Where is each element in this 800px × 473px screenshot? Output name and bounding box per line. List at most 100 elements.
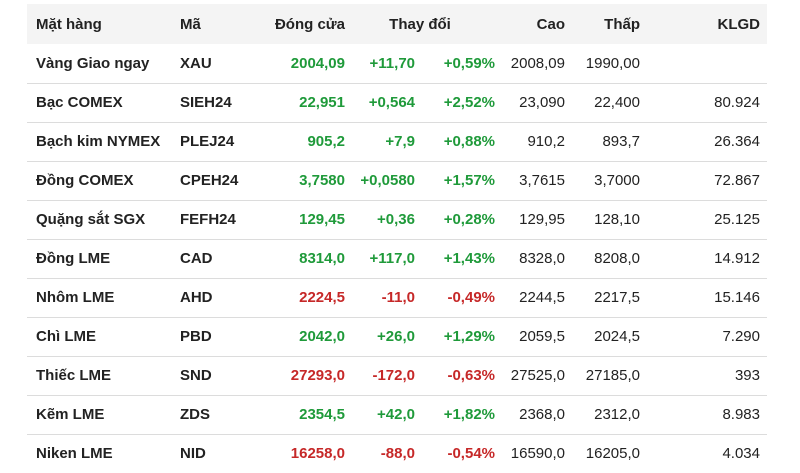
cell-volume: 80.924 (714, 94, 760, 111)
commodity-price-table: Mặt hàng Mã Đóng cửa Thay đổi Cao Thấp K… (27, 4, 767, 473)
cell-low: 2312,0 (594, 406, 640, 423)
cell-high: 27525,0 (510, 367, 565, 384)
cell-volume: 8.983 (722, 406, 760, 423)
header-change: Thay đổi (389, 15, 451, 33)
cell-close: 2224,5 (299, 289, 345, 306)
cell-close: 2004,09 (290, 54, 345, 72)
cell-volume: 15.146 (714, 289, 760, 306)
header-code: Mã (180, 15, 201, 33)
cell-volume: 26.364 (714, 133, 760, 150)
cell-change-percent: +1,57% (443, 172, 495, 189)
cell-name: Bạch kim NYMEX (36, 133, 161, 150)
cell-close: 8314,0 (299, 250, 345, 267)
cell-volume: 72.867 (714, 172, 760, 189)
cell-change: -11,0 (381, 289, 415, 306)
cell-high: 910,2 (527, 133, 565, 150)
cell-high: 23,090 (519, 94, 565, 111)
cell-change: +26,0 (377, 328, 415, 345)
cell-low: 2024,5 (594, 328, 640, 345)
cell-volume (640, 44, 767, 83)
cell-change-percent: +2,52% (443, 94, 495, 111)
cell-change: -172,0 (372, 367, 415, 384)
cell-code: CPEH24 (180, 172, 239, 189)
cell-name: Nhôm LME (36, 289, 115, 306)
header-high: Cao (536, 15, 565, 33)
table-row: Đồng LME CAD 8314,0 +117,0 +1,43% 8328,0 8208,… (27, 239, 767, 278)
cell-volume: 4.034 (722, 445, 760, 463)
cell-change-percent: -0,49% (447, 289, 495, 306)
table-header: Mặt hàng Mã Đóng cửa Thay đổi Cao Thấp K… (27, 4, 767, 44)
cell-close: 905,2 (307, 133, 345, 150)
header-name: Mặt hàng (36, 15, 102, 33)
cell-change-percent: +0,28% (443, 211, 495, 228)
cell-change-percent: -0,63% (447, 367, 495, 384)
table-row: Bạch kim NYMEX PLEJ24 905,2 +7,9 +0,88% 910,2… (27, 122, 767, 161)
cell-high: 2368,0 (519, 406, 565, 423)
cell-low: 16205,0 (585, 445, 640, 463)
cell-volume: 7.290 (722, 328, 760, 345)
cell-high: 129,95 (519, 211, 565, 228)
cell-volume: 14.912 (714, 250, 760, 267)
cell-code: PBD (180, 328, 212, 345)
cell-high: 2244,5 (519, 289, 565, 306)
cell-change: +0,0580 (360, 172, 415, 189)
table-row: Vàng Giao ngay XAU 2004,09 +11,70 +0,59% 2008… (27, 44, 767, 83)
cell-name: Chì LME (36, 328, 96, 345)
cell-change-percent: -0,54% (447, 445, 495, 463)
cell-close: 2354,5 (299, 406, 345, 423)
cell-close: 2042,0 (299, 328, 345, 345)
table-row: Quặng sắt SGX FEFH24 129,45 +0,36 +0,28% 129,… (27, 200, 767, 239)
cell-code: SIEH24 (180, 94, 232, 111)
cell-code: AHD (180, 289, 213, 306)
cell-close: 22,951 (299, 94, 345, 111)
table-body: Vàng Giao ngay XAU 2004,09 +11,70 +0,59% 2008… (27, 44, 767, 473)
cell-high: 16590,0 (510, 445, 565, 463)
cell-low: 22,400 (594, 94, 640, 111)
cell-volume: 25.125 (714, 211, 760, 228)
cell-close: 129,45 (299, 211, 345, 228)
cell-change-percent: +1,29% (443, 328, 495, 345)
cell-low: 2217,5 (594, 289, 640, 306)
cell-volume: 393 (734, 367, 760, 384)
table-row: Đồng COMEX CPEH24 3,7580 +0,0580 +1,57% 3,761… (27, 161, 767, 200)
cell-close: 27293,0 (290, 367, 345, 384)
cell-close: 3,7580 (299, 172, 345, 189)
header-row: Mặt hàng Mã Đóng cửa Thay đổi Cao Thấp K… (27, 4, 767, 44)
cell-name: Bạc COMEX (36, 94, 123, 111)
cell-close: 16258,0 (290, 445, 345, 463)
cell-change: +0,36 (377, 211, 415, 228)
cell-high: 3,7615 (519, 172, 565, 189)
cell-code: SND (180, 367, 212, 384)
header-low: Thấp (604, 15, 640, 33)
header-close: Đóng cửa (274, 15, 345, 33)
cell-name: Quặng sắt SGX (36, 211, 146, 228)
cell-change: +11,70 (369, 54, 415, 72)
cell-code: FEFH24 (180, 211, 236, 228)
cell-change: +0,564 (368, 94, 415, 111)
cell-low: 27185,0 (585, 367, 640, 384)
cell-name: Kẽm LME (36, 406, 105, 423)
cell-name: Đồng LME (36, 250, 111, 267)
table-row: Thiếc LME SND 27293,0 -172,0 -0,63% 27525,0 27… (27, 356, 767, 395)
cell-change: -88,0 (380, 445, 415, 463)
table-row: Nhôm LME AHD 2224,5 -11,0 -0,49% 2244,5 2217,5… (27, 278, 767, 317)
cell-high: 2008,09 (510, 54, 565, 72)
table-row: Niken LME NID 16258,0 -88,0 -0,54% 16590,0 162… (27, 434, 767, 473)
cell-code: PLEJ24 (180, 133, 235, 150)
cell-code: XAU (180, 54, 212, 72)
table-row: Bạc COMEX SIEH24 22,951 +0,564 +2,52% 23,090 2… (27, 83, 767, 122)
cell-low: 128,10 (594, 211, 640, 228)
cell-change-percent: +1,82% (443, 406, 495, 423)
cell-code: CAD (180, 250, 213, 267)
cell-change: +42,0 (377, 406, 415, 423)
cell-change-percent: +0,88% (443, 133, 495, 150)
cell-low: 1990,00 (585, 54, 640, 72)
cell-code: NID (180, 445, 206, 463)
cell-name: Thiếc LME (36, 367, 112, 384)
cell-change-percent: +1,43% (443, 250, 495, 267)
cell-high: 8328,0 (519, 250, 565, 267)
table-row: Kẽm LME ZDS 2354,5 +42,0 +1,82% 2368,0 2312,0 8… (27, 395, 767, 434)
cell-change: +7,9 (385, 133, 415, 150)
cell-low: 893,7 (602, 133, 640, 150)
